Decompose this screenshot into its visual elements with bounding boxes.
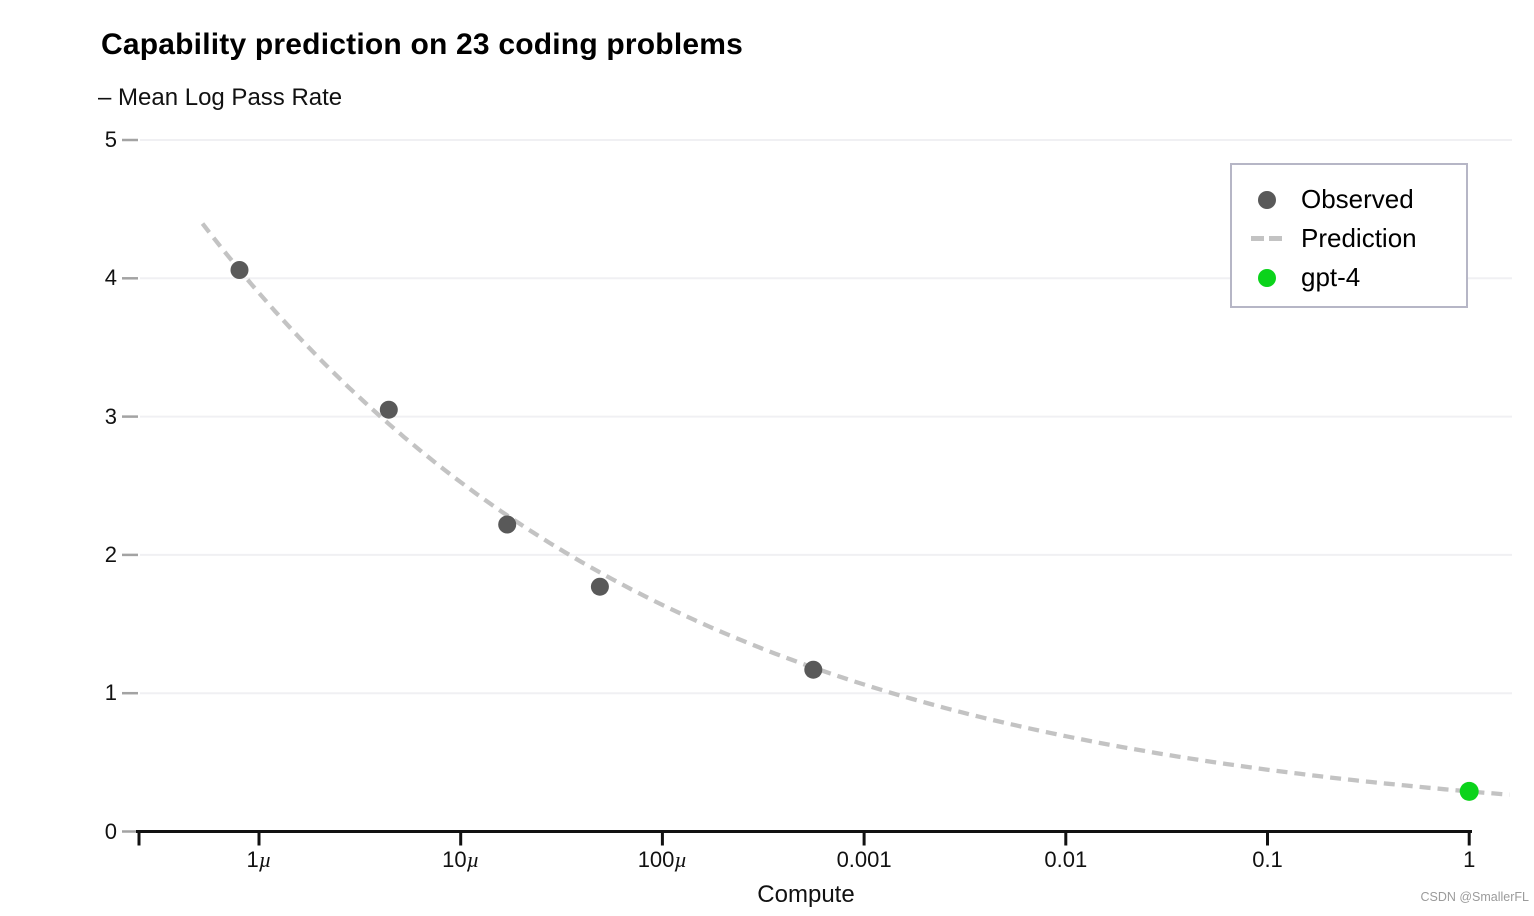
gpt-4-marker-icon — [1232, 268, 1301, 287]
y-tick-label: 5 — [104, 127, 117, 152]
legend: Observed Prediction gpt-4 — [1230, 163, 1468, 308]
y-tick-label: 4 — [104, 265, 117, 291]
legend-item-observed: Observed — [1232, 180, 1466, 219]
prediction-dash-icon — [1232, 236, 1301, 241]
y-tick-label: 1 — [104, 680, 117, 706]
observed-point — [379, 400, 398, 419]
observed-marker-icon — [1232, 190, 1301, 209]
x-tick-label: 0.001 — [836, 847, 892, 872]
legend-label: Observed — [1301, 184, 1414, 214]
x-tick-label: 10µ — [442, 847, 480, 872]
x-tick-label: 1 — [1463, 847, 1476, 872]
observed-point — [590, 577, 609, 596]
legend-item-prediction: Prediction — [1232, 219, 1466, 258]
prediction-curve — [200, 222, 1510, 797]
x-tick-label: 0.1 — [1252, 847, 1283, 872]
legend-item-gpt-4: gpt-4 — [1232, 258, 1466, 297]
watermark: CSDN @SmallerFL — [1420, 890, 1529, 904]
observed-point — [230, 261, 249, 279]
y-tick-label: 0 — [104, 818, 117, 844]
y-tick-label: 2 — [104, 541, 117, 567]
gpt-4-point — [1459, 781, 1479, 801]
x-axis-label: Compute — [757, 881, 855, 908]
x-tick-label: 100µ — [637, 847, 688, 872]
legend-label: gpt-4 — [1301, 262, 1361, 292]
x-tick-label: 1µ — [246, 847, 272, 872]
observed-point — [498, 515, 517, 534]
y-axis-title: – Mean Log Pass Rate — [98, 84, 343, 111]
y-tick-label: 3 — [104, 403, 117, 429]
chart-title: Capability prediction on 23 coding probl… — [101, 28, 744, 61]
legend-label: Prediction — [1301, 223, 1417, 253]
observed-point — [804, 660, 823, 679]
x-tick-label: 0.01 — [1044, 847, 1088, 872]
